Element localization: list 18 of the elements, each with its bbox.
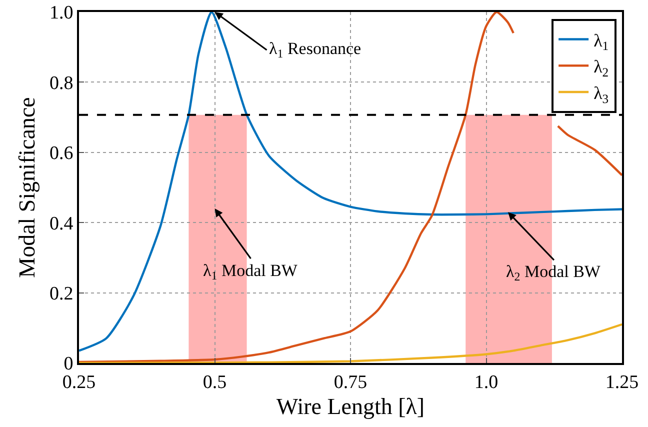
x-tick-label: 0.75: [334, 372, 368, 393]
y-tick-label: 0.4: [49, 213, 74, 234]
x-tick-label: 0.5: [202, 372, 227, 393]
x-tick-label: 1.25: [605, 372, 639, 393]
y-axis-title: Modal Significance: [14, 97, 40, 278]
annotation: λ$_{1}$ Resonance: [269, 39, 362, 61]
line-series: [79, 323, 622, 363]
y-tick-label: 0.8: [49, 72, 74, 94]
y-tick-label: 0.2: [49, 283, 74, 304]
y-tick-label: 0.6: [49, 143, 74, 164]
annotation: λ$_{2}$ Modal BW: [506, 262, 602, 284]
y-tick-label: 1.0: [49, 2, 74, 24]
annotation: λ$_{1}$ Modal BW: [203, 261, 298, 283]
legend-label: λ$_{1}$: [594, 30, 609, 54]
x-axis-title: Wire Length [λ]: [276, 394, 425, 419]
x-tick-label: 1.0: [474, 372, 498, 393]
legend-label: λ$_{3}$: [594, 83, 609, 106]
legend-label: λ$_{2}$: [594, 56, 609, 80]
